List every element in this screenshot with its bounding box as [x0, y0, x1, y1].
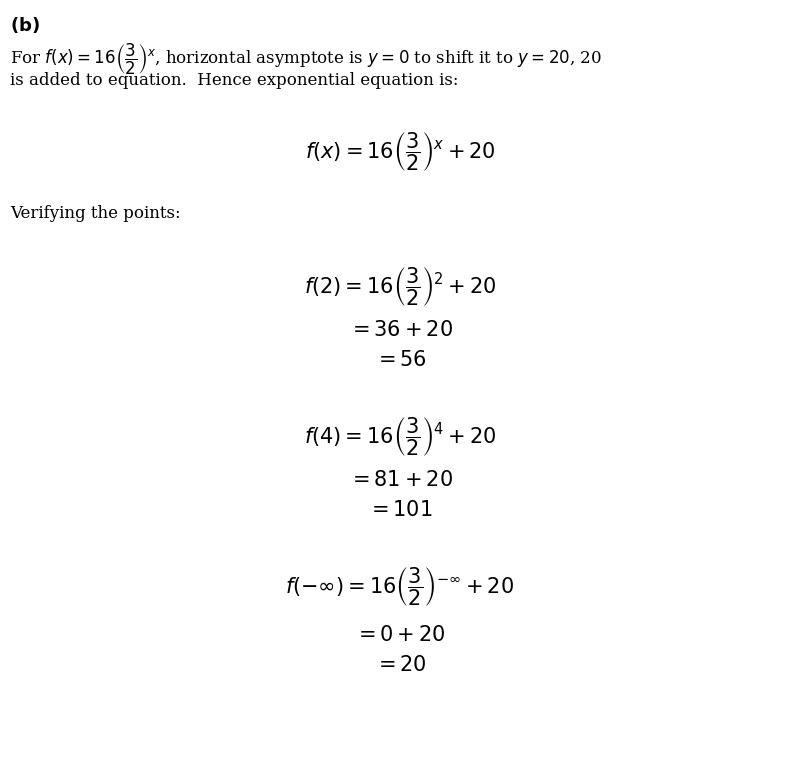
Text: $\mathbf{(b)}$: $\mathbf{(b)}$	[10, 15, 40, 35]
Text: $= 81 + 20$: $= 81 + 20$	[347, 470, 453, 490]
Text: Verifying the points:: Verifying the points:	[10, 205, 181, 222]
Text: $f(-\infty) = 16\left(\dfrac{3}{2}\right)^{-\infty} + 20$: $f(-\infty) = 16\left(\dfrac{3}{2}\right…	[286, 565, 514, 608]
Text: $f(x) = 16\left(\dfrac{3}{2}\right)^x + 20$: $f(x) = 16\left(\dfrac{3}{2}\right)^x + …	[305, 130, 495, 173]
Text: $f(4) = 16\left(\dfrac{3}{2}\right)^4 + 20$: $f(4) = 16\left(\dfrac{3}{2}\right)^4 + …	[304, 415, 496, 458]
Text: is added to equation.  Hence exponential equation is:: is added to equation. Hence exponential …	[10, 72, 458, 89]
Text: $= 36 + 20$: $= 36 + 20$	[347, 320, 453, 340]
Text: $= 20$: $= 20$	[374, 655, 426, 675]
Text: $= 56$: $= 56$	[374, 350, 426, 370]
Text: For $f(x) = 16\left(\dfrac{3}{2}\right)^x$, horizontal asymptote is $y = 0$ to s: For $f(x) = 16\left(\dfrac{3}{2}\right)^…	[10, 42, 602, 77]
Text: $= 101$: $= 101$	[367, 500, 433, 520]
Text: $f(2) = 16\left(\dfrac{3}{2}\right)^2 + 20$: $f(2) = 16\left(\dfrac{3}{2}\right)^2 + …	[304, 265, 496, 308]
Text: $= 0 + 20$: $= 0 + 20$	[354, 625, 446, 645]
